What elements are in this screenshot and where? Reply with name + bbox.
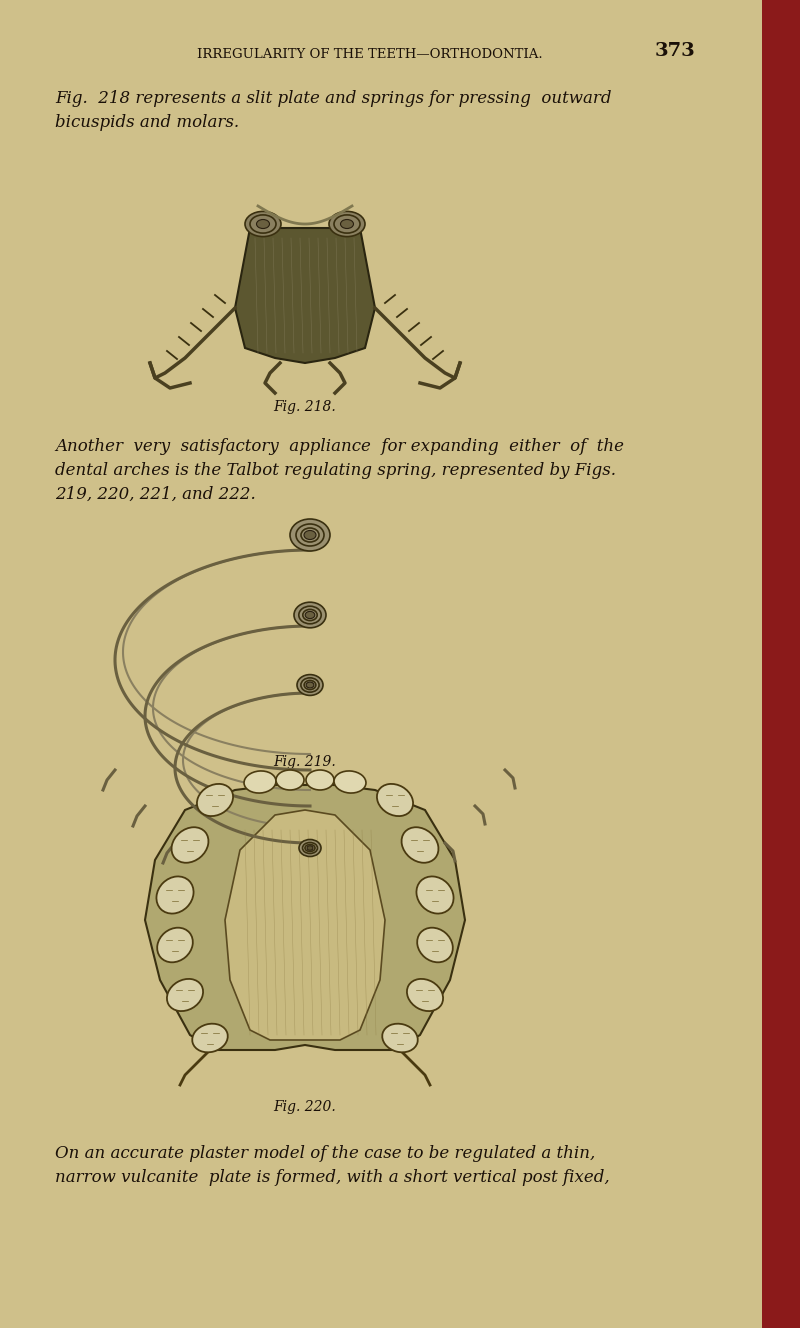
Text: On an accurate plaster model of the case to be regulated a thin,: On an accurate plaster model of the case… (55, 1145, 595, 1162)
Ellipse shape (417, 876, 454, 914)
Ellipse shape (306, 611, 315, 619)
Ellipse shape (197, 784, 233, 817)
Ellipse shape (299, 606, 321, 624)
Ellipse shape (290, 519, 330, 551)
Ellipse shape (407, 979, 443, 1011)
Ellipse shape (167, 979, 203, 1011)
Ellipse shape (306, 770, 334, 790)
Text: Fig. 218.: Fig. 218. (274, 400, 336, 414)
Polygon shape (145, 785, 465, 1050)
Ellipse shape (305, 845, 315, 851)
Ellipse shape (382, 1024, 418, 1052)
Text: Fig. 220.: Fig. 220. (274, 1100, 336, 1114)
Ellipse shape (334, 772, 366, 793)
Text: Fig.  218 represents a slit plate and springs for pressing  outward: Fig. 218 represents a slit plate and spr… (55, 90, 611, 108)
Ellipse shape (417, 928, 453, 963)
Ellipse shape (299, 839, 321, 857)
Ellipse shape (306, 683, 314, 688)
Ellipse shape (377, 784, 413, 817)
Ellipse shape (245, 211, 281, 236)
Ellipse shape (301, 529, 319, 542)
Ellipse shape (329, 211, 365, 236)
Ellipse shape (257, 219, 270, 228)
Polygon shape (225, 810, 385, 1040)
Ellipse shape (341, 219, 354, 228)
Polygon shape (235, 228, 375, 363)
Ellipse shape (307, 846, 313, 850)
Ellipse shape (276, 770, 304, 790)
Text: 373: 373 (655, 42, 696, 60)
Ellipse shape (302, 610, 318, 620)
Ellipse shape (334, 215, 360, 234)
Ellipse shape (304, 530, 316, 539)
Ellipse shape (297, 675, 323, 696)
Ellipse shape (157, 928, 193, 963)
Ellipse shape (301, 677, 319, 692)
Text: 219, 220, 221, and 222.: 219, 220, 221, and 222. (55, 486, 256, 503)
Ellipse shape (296, 525, 324, 546)
Ellipse shape (304, 680, 316, 689)
Ellipse shape (402, 827, 438, 863)
Text: Another  very  satisfactory  appliance  for expanding  either  of  the: Another very satisfactory appliance for … (55, 438, 624, 456)
Ellipse shape (250, 215, 276, 234)
Bar (762, 0, 800, 1328)
Text: dental arches is the Talbot regulating spring, represented by Figs.: dental arches is the Talbot regulating s… (55, 462, 616, 479)
Ellipse shape (171, 827, 209, 863)
Text: narrow vulcanite  plate is formed, with a short vertical post fixed,: narrow vulcanite plate is formed, with a… (55, 1169, 610, 1186)
Ellipse shape (302, 842, 318, 854)
Ellipse shape (294, 602, 326, 628)
Ellipse shape (157, 876, 194, 914)
Ellipse shape (244, 772, 276, 793)
Ellipse shape (192, 1024, 228, 1052)
Text: bicuspids and molars.: bicuspids and molars. (55, 114, 239, 131)
Text: Fig. 219.: Fig. 219. (274, 756, 336, 769)
Text: IRREGULARITY OF THE TEETH—ORTHODONTIA.: IRREGULARITY OF THE TEETH—ORTHODONTIA. (197, 48, 543, 61)
